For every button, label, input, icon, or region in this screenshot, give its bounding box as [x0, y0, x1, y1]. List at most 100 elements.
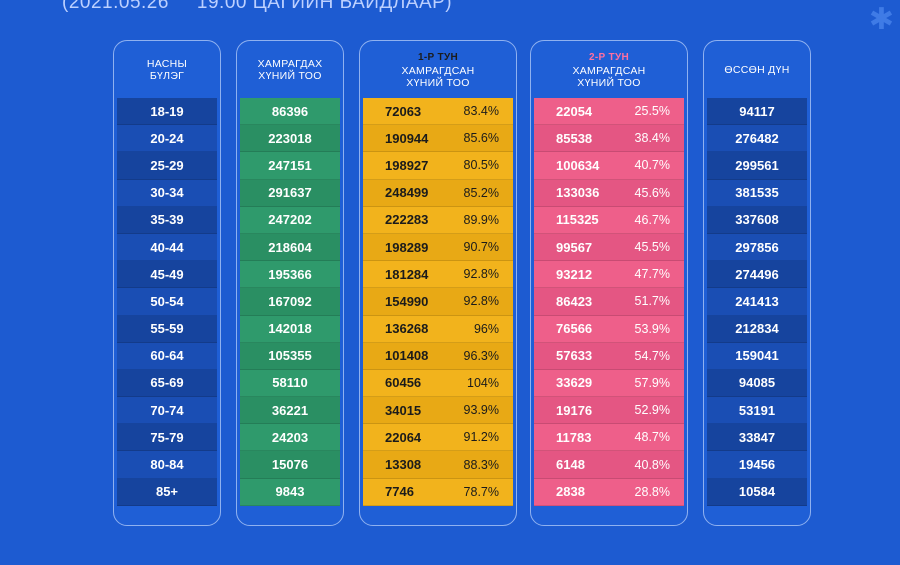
dose2-row: 6148 40.8%: [534, 451, 684, 479]
report-date: (2021.05.26: [62, 0, 169, 13]
target-count-cell: 9843: [240, 478, 340, 506]
dose2-row: 115325 46.7%: [534, 206, 684, 234]
dose1-column: 1-Р ТУН ХАМРАГДСАН ХҮНИЙ ТОО 72063 83.4% 1…: [359, 40, 517, 526]
dose2-count: 6148: [556, 457, 585, 473]
dose1-count: 22064: [385, 429, 422, 445]
cumulative-cell: 241413: [707, 288, 807, 316]
cumulative-header-line1: ӨССӨН ДҮН: [724, 64, 790, 76]
dose1-count: 198289: [385, 239, 429, 255]
dose1-title: 1-Р ТУН: [418, 51, 458, 63]
dose1-count: 72063: [385, 103, 422, 119]
target-count-cell: 24203: [240, 424, 340, 452]
dose1-row: 222283 89.9%: [363, 206, 513, 234]
dose2-percent: 47.7%: [634, 267, 670, 282]
dose1-row: 60456 104%: [363, 369, 513, 398]
age-group-cell: 40-44: [117, 233, 217, 262]
cumulative-cell: 19456: [707, 451, 807, 479]
dose2-row: 57633 54.7%: [534, 342, 684, 370]
dose1-row: 190944 85.6%: [363, 125, 513, 153]
dose2-count: 2838: [556, 484, 585, 500]
dose1-row: 22064 91.2%: [363, 424, 513, 452]
dose1-row: 136268 96%: [363, 315, 513, 343]
dose2-count: 86423: [556, 293, 593, 309]
cumulative-cell: 94117: [707, 98, 807, 126]
target-count-cell: 223018: [240, 125, 340, 153]
dose1-row: 154990 92.8%: [363, 288, 513, 316]
dose2-row: 93212 47.7%: [534, 261, 684, 289]
age-group-cell: 20-24: [117, 125, 217, 153]
dose1-row: 248499 85.2%: [363, 179, 513, 207]
dose2-count: 85538: [556, 130, 593, 146]
dose1-header-line2: ХҮНИЙ ТОО: [406, 76, 470, 89]
dose2-percent: 40.7%: [634, 158, 670, 173]
dose1-percent: 91.2%: [463, 430, 499, 445]
target-column: ХАМРАГДАХ ХҮНИЙ ТОО 86396 223018 247151 291…: [236, 40, 344, 526]
dose2-row: 33629 57.9%: [534, 369, 684, 398]
dose1-percent: 80.5%: [463, 158, 499, 173]
target-count-cell: 86396: [240, 98, 340, 126]
dose1-row: 7746 78.7%: [363, 478, 513, 506]
cumulative-rows: 94117 276482 299561 381535 337608 297856 27449…: [707, 98, 807, 506]
age-header-line2: БҮЛЭГ: [149, 70, 185, 82]
dose1-count: 190944: [385, 130, 429, 146]
dose1-count: 181284: [385, 266, 429, 282]
dose1-row: 13308 88.3%: [363, 451, 513, 479]
dose1-count: 13308: [385, 457, 422, 473]
dose2-rows: 22054 25.5% 85538 38.4% 100634 40.7% 133036 45.…: [534, 98, 684, 506]
dose1-header: 1-Р ТУН ХАМРАГДСАН ХҮНИЙ ТОО: [360, 41, 516, 99]
target-count-cell: 36221: [240, 397, 340, 425]
dose1-row: 198927 80.5%: [363, 152, 513, 180]
target-header-line2: ХҮНИЙ ТОО: [258, 70, 322, 82]
dose2-count: 33629: [556, 375, 593, 391]
age-group-cell: 18-19: [117, 98, 217, 126]
dose2-count: 99567: [556, 239, 593, 255]
dose1-count: 198927: [385, 157, 429, 173]
dose2-percent: 53.9%: [634, 321, 670, 336]
dose1-row: 72063 83.4%: [363, 98, 513, 126]
cumulative-cell: 159041: [707, 342, 807, 370]
dose1-count: 154990: [385, 293, 429, 309]
dose1-percent: 83.4%: [463, 104, 499, 119]
age-group-cell: 75-79: [117, 424, 217, 452]
dose2-percent: 25.5%: [634, 104, 670, 119]
cumulative-cell: 10584: [707, 478, 807, 506]
age-header-line1: НАСНЫ: [146, 58, 188, 70]
dose2-percent: 40.8%: [634, 457, 670, 472]
age-group-cell: 60-64: [117, 342, 217, 370]
dose2-count: 133036: [556, 185, 600, 201]
dose1-header-line1: ХАМРАГДСАН: [401, 64, 475, 77]
dose2-percent: 52.9%: [634, 403, 670, 418]
dose1-percent: 85.2%: [463, 185, 499, 200]
dose2-percent: 57.9%: [634, 375, 670, 390]
dose2-count: 11783: [556, 429, 592, 445]
dose1-count: 101408: [385, 348, 429, 364]
target-header-line1: ХАМРАГДАХ: [257, 58, 323, 70]
snowflake-icon: ✱: [868, 3, 894, 36]
page-title: (2021.05.26 19:00 ЦАГИЙН БАЙДЛААР): [62, 0, 452, 14]
age-group-cell: 50-54: [117, 288, 217, 316]
age-group-cell: 55-59: [117, 315, 217, 343]
dose2-row: 2838 28.8%: [534, 478, 684, 506]
dose1-count: 136268: [385, 321, 429, 337]
target-count-cell: 58110: [240, 369, 340, 398]
dose1-row: 198289 90.7%: [363, 233, 513, 262]
dose2-count: 76566: [556, 321, 593, 337]
dose2-count: 22054: [556, 103, 593, 119]
dose2-row: 99567 45.5%: [534, 233, 684, 262]
target-count-cell: 167092: [240, 288, 340, 316]
dose1-row: 181284 92.8%: [363, 261, 513, 289]
dose2-row: 19176 52.9%: [534, 397, 684, 425]
dose1-percent: 89.9%: [463, 212, 499, 227]
cumulative-cell: 53191: [707, 397, 807, 425]
dose2-percent: 46.7%: [634, 212, 670, 227]
target-count-cell: 195366: [240, 261, 340, 289]
dose2-header: 2-Р ТУН ХАМРАГДСАН ХҮНИЙ ТОО: [531, 41, 687, 99]
age-group-cell: 45-49: [117, 261, 217, 289]
dose2-count: 100634: [556, 157, 600, 173]
target-header: ХАМРАГДАХ ХҮНИЙ ТОО: [237, 41, 343, 99]
cumulative-cell: 337608: [707, 206, 807, 234]
cumulative-column: ӨССӨН ДҮН 94117 276482 299561 381535 337608 2…: [703, 40, 811, 526]
dose1-percent: 96%: [473, 321, 499, 336]
dose2-percent: 45.5%: [634, 240, 670, 255]
cumulative-cell: 212834: [707, 315, 807, 343]
